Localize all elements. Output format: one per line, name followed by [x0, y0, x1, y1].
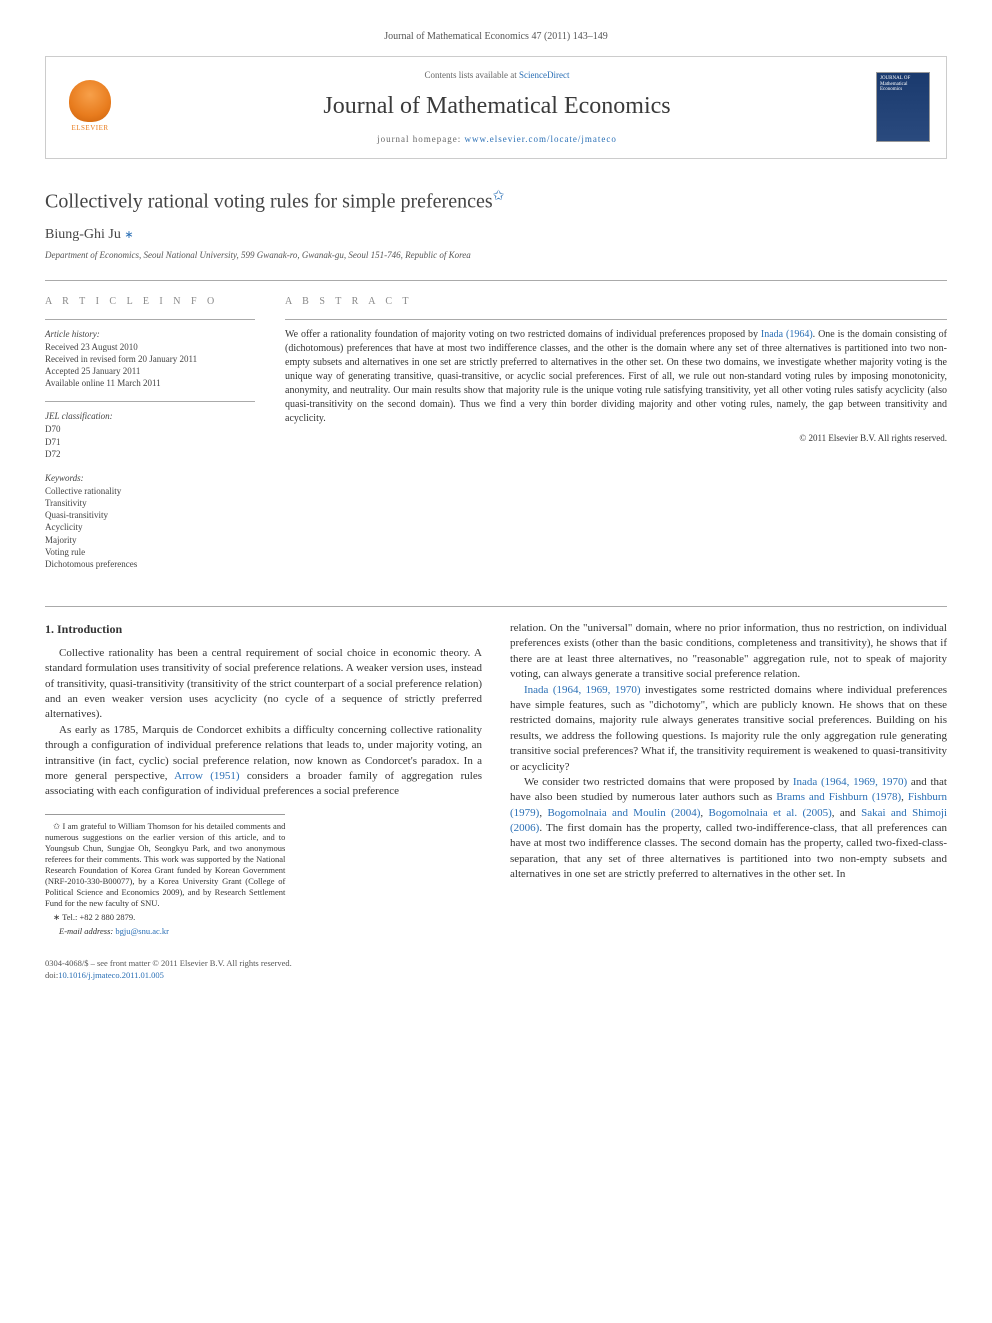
history-label: Article history:: [45, 328, 255, 340]
rule-jel: [45, 401, 255, 402]
doi-link[interactable]: 10.1016/j.jmateco.2011.01.005: [58, 970, 164, 980]
keywords-block: Keywords: Collective rationality Transit…: [45, 472, 255, 570]
journal-title: Journal of Mathematical Economics: [134, 90, 860, 124]
history-revised: Received in revised form 20 January 2011: [45, 353, 255, 365]
abstract: A B S T R A C T We offer a rationality f…: [285, 295, 947, 582]
rule-top: [45, 280, 947, 281]
abstract-text: We offer a rationality foundation of maj…: [285, 328, 947, 426]
fn1-text: I am grateful to William Thomson for his…: [45, 821, 285, 908]
rule-abstract: [285, 319, 947, 320]
issn-line: 0304-4068/$ – see front matter © 2011 El…: [45, 958, 947, 970]
column-left: 1. Introduction Collective rationality h…: [45, 621, 482, 940]
title-text: Collectively rational voting rules for s…: [45, 190, 493, 212]
inada-multi-link[interactable]: Inada (1964, 1969, 1970): [524, 684, 641, 696]
col2-p1: relation. On the "universal" domain, whe…: [510, 621, 947, 683]
abstract-post: . One is the domain consisting of (dicho…: [285, 329, 947, 424]
article-info: A R T I C L E I N F O Article history: R…: [45, 295, 255, 582]
kw-2: Quasi-transitivity: [45, 509, 255, 521]
kw-6: Dichotomous preferences: [45, 558, 255, 570]
abstract-copyright: © 2011 Elsevier B.V. All rights reserved…: [285, 432, 947, 445]
body-columns: 1. Introduction Collective rationality h…: [45, 621, 947, 940]
affiliation: Department of Economics, Seoul National …: [45, 249, 947, 262]
jel-block: JEL classification: D70 D71 D72: [45, 410, 255, 460]
article-title: Collectively rational voting rules for s…: [45, 187, 947, 216]
footnote-email: E-mail address: bgju@snu.ac.kr: [45, 926, 285, 937]
bogomolnaia-moulin-link[interactable]: Bogomolnaia and Moulin (2004): [547, 807, 700, 819]
author-name: Biung-Ghi Ju: [45, 227, 121, 242]
journal-homepage: journal homepage: www.elsevier.com/locat…: [134, 133, 860, 146]
elsevier-logo: ELSEVIER: [62, 76, 118, 138]
doi-label: doi:: [45, 970, 58, 980]
section-1-heading: 1. Introduction: [45, 621, 482, 638]
title-footnote-mark: ✩: [493, 189, 505, 204]
contents-line: Contents lists available at ScienceDirec…: [134, 69, 860, 82]
footnotes: ✩ I am grateful to William Thomson for h…: [45, 814, 285, 937]
kw-0: Collective rationality: [45, 485, 255, 497]
history-online: Available online 11 March 2011: [45, 377, 255, 389]
keywords-label: Keywords:: [45, 472, 255, 484]
journal-cover-thumbnail: JOURNAL OF Mathematical Economics: [876, 72, 930, 142]
brams-fishburn-link[interactable]: Brams and Fishburn (1978): [776, 791, 901, 803]
abstract-pre: We offer a rationality foundation of maj…: [285, 329, 761, 340]
homepage-link[interactable]: www.elsevier.com/locate/jmateco: [465, 134, 617, 144]
email-link[interactable]: bgju@snu.ac.kr: [115, 926, 169, 936]
elsevier-label: ELSEVIER: [71, 124, 108, 134]
contents-prefix: Contents lists available at: [425, 70, 519, 80]
article-history: Article history: Received 23 August 2010…: [45, 328, 255, 390]
info-abstract-row: A R T I C L E I N F O Article history: R…: [45, 295, 947, 582]
homepage-prefix: journal homepage:: [377, 134, 464, 144]
journal-center: Contents lists available at ScienceDirec…: [134, 69, 860, 146]
p3-and: , and: [832, 807, 861, 819]
col2-p2-text: investigates some restricted domains whe…: [510, 684, 947, 773]
history-accepted: Accepted 25 January 2011: [45, 365, 255, 377]
p3-post: . The first domain has the property, cal…: [510, 822, 947, 880]
fn2-text: Tel.: +82 2 880 2879.: [60, 912, 135, 922]
arrow-1951-link[interactable]: Arrow (1951): [174, 770, 239, 782]
column-right: relation. On the "universal" domain, whe…: [510, 621, 947, 940]
bogomolnaia-etal-link[interactable]: Bogomolnaia et al. (2005): [708, 807, 831, 819]
jel-0: D70: [45, 423, 255, 435]
inada-multi-link-2[interactable]: Inada (1964, 1969, 1970): [793, 776, 907, 788]
p3-pre: We consider two restricted domains that …: [524, 776, 793, 788]
cover-title: JOURNAL OF Mathematical Economics: [880, 76, 926, 93]
kw-3: Acyclicity: [45, 521, 255, 533]
footnote-tel: ∗ Tel.: +82 2 880 2879.: [45, 912, 285, 923]
citation-header: Journal of Mathematical Economics 47 (20…: [45, 30, 947, 44]
journal-masthead: ELSEVIER Contents lists available at Sci…: [45, 56, 947, 159]
rule-bottom: [45, 606, 947, 607]
elsevier-tree-icon: [69, 80, 111, 122]
intro-p1: Collective rationality has been a centra…: [45, 646, 482, 723]
kw-4: Majority: [45, 534, 255, 546]
history-received: Received 23 August 2010: [45, 341, 255, 353]
inada-1964-link[interactable]: Inada (1964): [761, 329, 813, 340]
col2-p2: Inada (1964, 1969, 1970) investigates so…: [510, 683, 947, 775]
page-footer: 0304-4068/$ – see front matter © 2011 El…: [45, 958, 947, 982]
email-label: E-mail address:: [59, 926, 115, 936]
jel-2: D72: [45, 448, 255, 460]
sciencedirect-link[interactable]: ScienceDirect: [519, 70, 569, 80]
author-line: Biung-Ghi Ju ∗: [45, 225, 947, 245]
footnote-funding: ✩ I am grateful to William Thomson for h…: [45, 821, 285, 909]
intro-p2: As early as 1785, Marquis de Condorcet e…: [45, 723, 482, 800]
author-corresponding-mark[interactable]: ∗: [124, 229, 133, 241]
abstract-heading: A B S T R A C T: [285, 295, 947, 309]
col2-p3: We consider two restricted domains that …: [510, 775, 947, 883]
kw-5: Voting rule: [45, 546, 255, 558]
jel-1: D71: [45, 436, 255, 448]
kw-1: Transitivity: [45, 497, 255, 509]
rule-info: [45, 319, 255, 320]
jel-label: JEL classification:: [45, 410, 255, 422]
doi-line: doi:10.1016/j.jmateco.2011.01.005: [45, 970, 947, 982]
info-heading: A R T I C L E I N F O: [45, 295, 255, 309]
